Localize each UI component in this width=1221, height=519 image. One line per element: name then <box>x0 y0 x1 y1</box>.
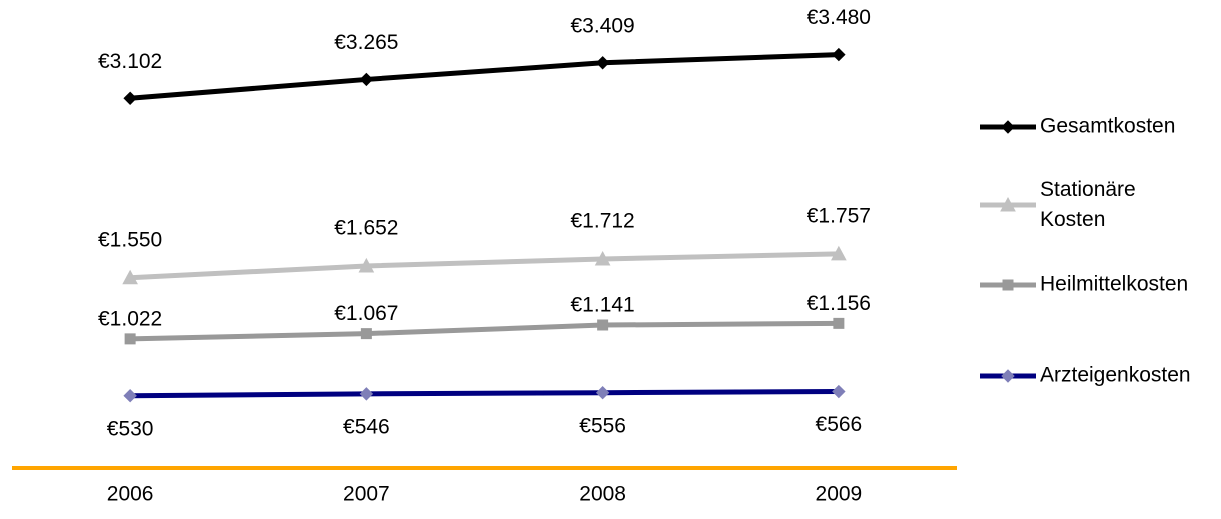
x-tick-label: 2007 <box>343 483 390 506</box>
data-point <box>595 385 610 400</box>
x-tick-label: 2006 <box>107 483 154 506</box>
data-point <box>597 319 609 331</box>
data-label: €566 <box>816 413 863 436</box>
x-tick-label: 2008 <box>579 483 626 506</box>
data-point <box>122 269 138 285</box>
data-label: €1.652 <box>334 217 398 240</box>
data-label: €1.712 <box>571 210 635 233</box>
series-line <box>130 389 839 399</box>
data-label: €3.480 <box>807 6 871 29</box>
legend-label: Gesamtkosten <box>1040 115 1175 138</box>
series-line <box>129 52 839 101</box>
series-line <box>130 251 839 281</box>
data-label: €1.550 <box>98 228 162 251</box>
legend-label: Heilmittelkosten <box>1040 273 1188 296</box>
x-tick-label: 2009 <box>816 483 863 506</box>
data-point <box>124 333 136 345</box>
data-point <box>594 250 611 266</box>
data-label: €1.156 <box>807 292 871 315</box>
data-label: €1.757 <box>807 204 871 227</box>
legend-marker <box>1001 369 1015 383</box>
data-label: €3.409 <box>571 14 635 37</box>
data-point <box>123 91 137 105</box>
data-point <box>595 56 610 70</box>
data-point <box>123 389 137 403</box>
series-line <box>130 320 839 342</box>
data-label: €1.022 <box>98 307 162 330</box>
legend-marker <box>1000 196 1016 212</box>
data-point <box>359 72 374 87</box>
data-point <box>831 245 847 261</box>
data-label: €1.067 <box>334 302 398 325</box>
data-point <box>833 317 845 329</box>
legend-marker <box>1002 279 1014 291</box>
data-point <box>359 387 374 401</box>
legend-label: Stationäre Kosten <box>1040 178 1136 231</box>
data-label: €556 <box>579 414 626 437</box>
data-point <box>358 257 375 273</box>
data-label: €3.265 <box>334 31 398 54</box>
data-point <box>832 47 846 62</box>
legend-marker <box>1001 120 1015 134</box>
data-label: €530 <box>107 417 154 440</box>
data-label: €1.141 <box>571 294 635 317</box>
data-label: €546 <box>343 415 390 438</box>
data-point <box>360 328 372 340</box>
legend-label: Arzteigenkosten <box>1040 364 1191 387</box>
data-point <box>832 384 846 399</box>
data-label: €3.102 <box>98 50 162 73</box>
